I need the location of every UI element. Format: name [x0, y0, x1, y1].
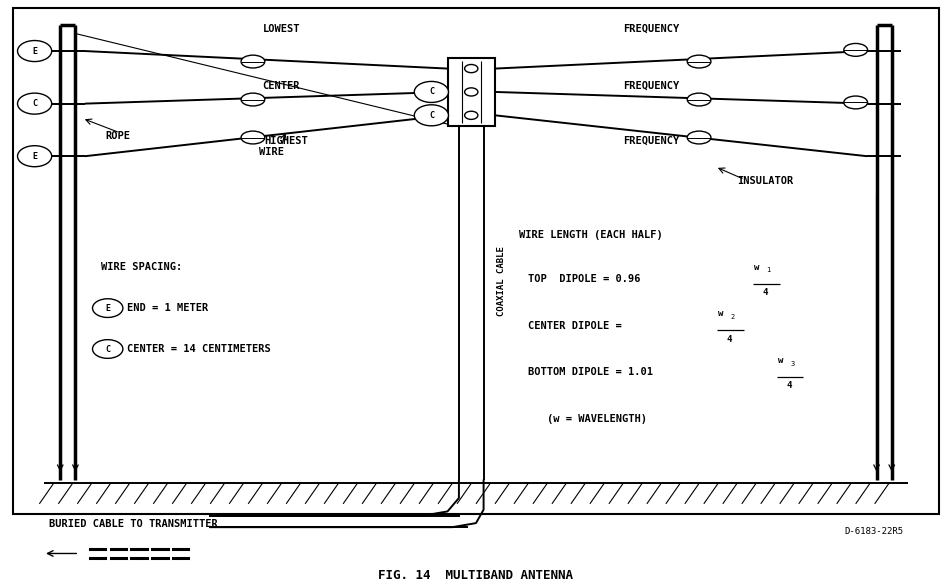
Text: LOWEST: LOWEST	[263, 23, 300, 33]
Circle shape	[92, 299, 123, 318]
Text: WIRE SPACING:: WIRE SPACING:	[101, 262, 182, 272]
Bar	[12, 8, 940, 514]
Text: 4: 4	[786, 382, 792, 390]
Circle shape	[17, 146, 51, 167]
Circle shape	[414, 105, 448, 126]
Circle shape	[465, 65, 478, 73]
Text: E: E	[32, 151, 37, 161]
Text: END = 1 METER: END = 1 METER	[127, 303, 208, 313]
Circle shape	[414, 82, 448, 103]
Text: C: C	[106, 345, 110, 353]
Text: HIGHEST: HIGHEST	[265, 136, 308, 146]
Text: E: E	[106, 303, 110, 313]
Text: WIRE: WIRE	[259, 147, 285, 157]
Text: CENTER DIPOLE =: CENTER DIPOLE =	[528, 321, 622, 330]
Circle shape	[465, 111, 478, 119]
Text: (w = WAVELENGTH): (w = WAVELENGTH)	[547, 414, 647, 424]
Ellipse shape	[241, 55, 265, 68]
Text: WIRE LENGTH (EACH HALF): WIRE LENGTH (EACH HALF)	[519, 230, 663, 240]
Ellipse shape	[687, 131, 711, 144]
Text: 2: 2	[730, 314, 735, 320]
Text: FREQUENCY: FREQUENCY	[624, 23, 680, 33]
Ellipse shape	[687, 93, 711, 106]
Circle shape	[92, 340, 123, 358]
Text: BOTTOM DIPOLE = 1.01: BOTTOM DIPOLE = 1.01	[528, 367, 653, 377]
Text: CENTER: CENTER	[263, 81, 300, 91]
Ellipse shape	[843, 96, 867, 109]
Circle shape	[465, 88, 478, 96]
Ellipse shape	[241, 93, 265, 106]
Text: FREQUENCY: FREQUENCY	[624, 81, 680, 91]
Text: COAXIAL CABLE: COAXIAL CABLE	[497, 246, 506, 316]
Text: ROPE: ROPE	[106, 131, 130, 141]
Circle shape	[17, 93, 51, 114]
Text: CENTER = 14 CENTIMETERS: CENTER = 14 CENTIMETERS	[127, 344, 270, 354]
Ellipse shape	[687, 55, 711, 68]
Text: FREQUENCY: FREQUENCY	[624, 136, 680, 146]
Text: 3: 3	[790, 360, 794, 367]
Text: w: w	[754, 263, 760, 272]
Bar	[447, 58, 495, 126]
Text: D-6183-22R5: D-6183-22R5	[844, 527, 903, 537]
Text: INSULATOR: INSULATOR	[737, 176, 793, 185]
Text: w: w	[718, 309, 724, 319]
Ellipse shape	[241, 131, 265, 144]
Text: C: C	[429, 87, 434, 96]
Text: E: E	[32, 46, 37, 56]
Text: w: w	[778, 356, 783, 365]
Text: TOP  DIPOLE = 0.96: TOP DIPOLE = 0.96	[528, 274, 641, 284]
Text: 4: 4	[763, 288, 768, 297]
Text: 4: 4	[726, 335, 732, 343]
Circle shape	[17, 41, 51, 62]
Ellipse shape	[843, 43, 867, 56]
Text: C: C	[32, 99, 37, 108]
Text: C: C	[429, 111, 434, 120]
Text: FIG. 14  MULTIBAND ANTENNA: FIG. 14 MULTIBAND ANTENNA	[379, 569, 573, 582]
Text: BURIED CABLE TO TRANSMITTER: BURIED CABLE TO TRANSMITTER	[49, 519, 218, 529]
Text: 1: 1	[766, 267, 771, 273]
